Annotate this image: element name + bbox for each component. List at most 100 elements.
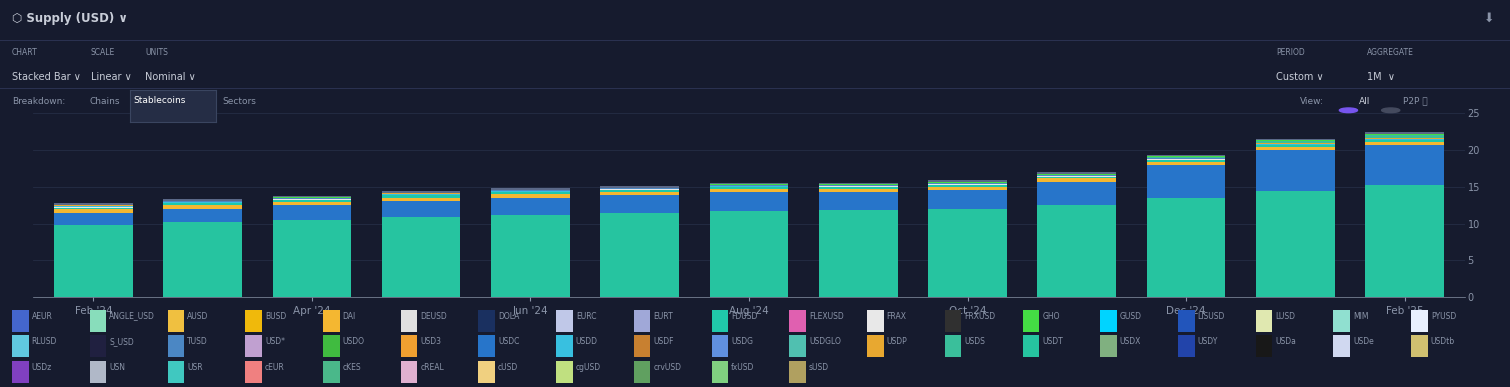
Bar: [601, 188, 680, 189]
Bar: [54, 207, 133, 209]
Bar: [929, 209, 1007, 297]
Bar: [163, 201, 242, 202]
Bar: [1037, 205, 1116, 297]
Text: ANGLE_USD: ANGLE_USD: [109, 312, 156, 320]
Bar: [1146, 165, 1226, 198]
Text: GUSD: GUSD: [1120, 312, 1142, 320]
Text: DAI: DAI: [343, 312, 356, 320]
Text: LUSD: LUSD: [1276, 312, 1296, 320]
Bar: [54, 213, 133, 225]
Bar: [1037, 175, 1116, 176]
Bar: [272, 197, 352, 198]
Bar: [1256, 144, 1335, 145]
Bar: [1365, 139, 1444, 140]
Bar: [54, 209, 133, 213]
Bar: [382, 198, 461, 201]
Bar: [163, 222, 242, 297]
Text: USDGLO: USDGLO: [809, 337, 841, 346]
Bar: [491, 198, 569, 215]
Text: cREAL: cREAL: [420, 363, 444, 372]
Bar: [382, 191, 461, 193]
Bar: [1256, 145, 1335, 146]
Text: cgUSD: cgUSD: [575, 363, 601, 372]
Text: FDUSD: FDUSD: [731, 312, 758, 320]
Text: USDP: USDP: [886, 337, 908, 346]
Bar: [1037, 172, 1116, 174]
Bar: [710, 183, 788, 185]
Bar: [1037, 182, 1116, 205]
Bar: [818, 187, 897, 189]
Bar: [54, 206, 133, 207]
Bar: [929, 187, 1007, 190]
Text: SCALE: SCALE: [91, 48, 115, 57]
Text: USDG: USDG: [731, 337, 753, 346]
Bar: [818, 211, 897, 297]
Text: AGGREGATE: AGGREGATE: [1367, 48, 1413, 57]
Bar: [491, 194, 569, 198]
Bar: [1365, 142, 1444, 145]
Bar: [1256, 150, 1335, 190]
Text: USD*: USD*: [264, 337, 285, 346]
Text: USDX: USDX: [1120, 337, 1142, 346]
Bar: [1256, 190, 1335, 297]
Text: Chains: Chains: [89, 97, 119, 106]
Text: Stacked Bar ∨: Stacked Bar ∨: [12, 72, 82, 82]
Text: AEUR: AEUR: [32, 312, 53, 320]
Bar: [601, 192, 680, 195]
Text: EURC: EURC: [575, 312, 596, 320]
Bar: [382, 195, 461, 198]
Text: Linear ∨: Linear ∨: [91, 72, 131, 82]
Bar: [272, 200, 352, 202]
Text: 1M  ∨: 1M ∨: [1367, 72, 1395, 82]
Bar: [272, 202, 352, 205]
Text: USDe: USDe: [1353, 337, 1374, 346]
Bar: [1256, 147, 1335, 150]
Text: fxUSD: fxUSD: [731, 363, 755, 372]
Text: GHO: GHO: [1042, 312, 1060, 320]
Text: AUSD: AUSD: [187, 312, 208, 320]
Bar: [1256, 140, 1335, 141]
Bar: [818, 183, 897, 184]
Text: crvUSD: crvUSD: [654, 363, 681, 372]
Text: sUSD: sUSD: [809, 363, 829, 372]
Bar: [929, 190, 1007, 209]
Text: PYUSD: PYUSD: [1431, 312, 1456, 320]
Text: RLUSD: RLUSD: [32, 337, 57, 346]
Text: DEUSD: DEUSD: [420, 312, 447, 320]
Text: Sectors: Sectors: [222, 97, 255, 106]
Bar: [272, 199, 352, 200]
Bar: [382, 193, 461, 194]
Bar: [163, 202, 242, 203]
Bar: [929, 182, 1007, 183]
Bar: [1365, 132, 1444, 134]
Bar: [929, 183, 1007, 184]
Bar: [163, 199, 242, 201]
Text: ⬡ Supply (USD) ∨: ⬡ Supply (USD) ∨: [12, 12, 128, 25]
Bar: [54, 225, 133, 297]
Bar: [929, 180, 1007, 182]
Bar: [1365, 145, 1444, 185]
Text: EURT: EURT: [654, 312, 673, 320]
Text: View:: View:: [1300, 97, 1324, 106]
Text: CHART: CHART: [12, 48, 38, 57]
Bar: [818, 192, 897, 211]
Text: USN: USN: [109, 363, 125, 372]
Bar: [601, 190, 680, 192]
Text: USR: USR: [187, 363, 202, 372]
Bar: [710, 192, 788, 211]
Bar: [929, 185, 1007, 187]
Text: FRXUSD: FRXUSD: [965, 312, 995, 320]
Bar: [1146, 161, 1226, 165]
Text: USDz: USDz: [32, 363, 51, 372]
Text: USDY: USDY: [1197, 337, 1219, 346]
Bar: [929, 184, 1007, 185]
Bar: [382, 194, 461, 195]
Bar: [54, 205, 133, 206]
Bar: [382, 201, 461, 217]
Text: USDT: USDT: [1042, 337, 1063, 346]
Bar: [163, 205, 242, 209]
Bar: [1256, 141, 1335, 144]
Bar: [601, 195, 680, 213]
Text: DOLA: DOLA: [498, 312, 519, 320]
Text: USDa: USDa: [1276, 337, 1296, 346]
